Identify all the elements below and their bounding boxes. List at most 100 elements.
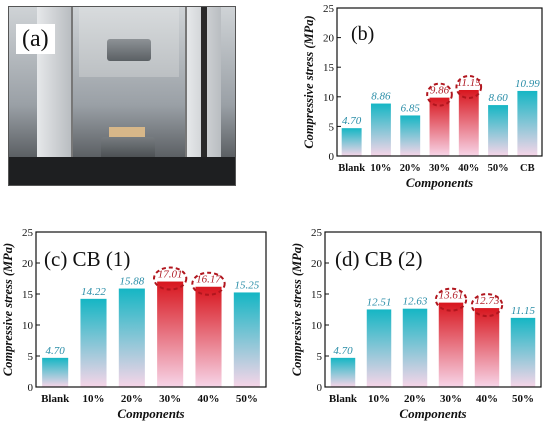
value-label-c-2: 15.88 <box>119 276 144 288</box>
ytick-label-b-4: 20 <box>323 33 335 45</box>
ytick-label-b-5: 25 <box>323 3 335 15</box>
category-label-b-3: 30% <box>429 163 450 174</box>
bar-c-1 <box>80 298 107 387</box>
ytick-label-d-1: 5 <box>317 351 323 363</box>
plot-frame-c <box>35 231 267 388</box>
bar-c-0 <box>42 357 69 387</box>
bar-b-5 <box>488 105 509 156</box>
xlabel-d: Components <box>399 406 466 421</box>
value-label-c-4: 16.17 <box>196 274 221 286</box>
highlight-circle-d-4 <box>470 293 504 318</box>
bar-c-4 <box>195 286 222 387</box>
value-label-c-3: 17.01 <box>158 269 183 281</box>
category-label-c-0: Blank <box>41 393 70 405</box>
value-label-d-0: 4.70 <box>333 345 353 357</box>
bar-d-0 <box>330 357 356 387</box>
chart-c: 4.70 Blank 14.22 10% 15.88 20% 17.01 30% 16.17 40… <box>1 227 267 421</box>
value-label-b-4: 11.15 <box>457 77 481 89</box>
value-label-b-1: 8.86 <box>371 91 391 103</box>
bar-d-1 <box>366 309 392 387</box>
category-label-b-6: CB <box>520 163 535 174</box>
category-label-c-1: 10% <box>83 393 105 405</box>
ytick-label-b-3: 15 <box>323 62 335 74</box>
category-label-c-3: 30% <box>159 393 181 405</box>
ytick-label-d-2: 10 <box>311 320 323 332</box>
upper-platen <box>107 39 151 61</box>
ytick-label-c-4: 20 <box>22 258 34 270</box>
bar-c-2 <box>118 288 145 387</box>
ylabel-d: Compressive stress (MPa) <box>290 243 304 376</box>
bar-d-5 <box>510 317 536 387</box>
xlabel-c: Components <box>117 406 184 421</box>
category-label-b-2: 20% <box>400 163 421 174</box>
category-label-d-5: 50% <box>512 393 534 405</box>
value-label-d-5: 11.15 <box>511 305 535 317</box>
category-label-d-0: Blank <box>329 393 358 405</box>
specimen <box>109 127 145 137</box>
bar-b-6 <box>517 90 538 156</box>
bar-b-2 <box>400 115 421 156</box>
value-label-d-1: 12.51 <box>367 296 392 308</box>
value-label-d-2: 12.63 <box>403 296 428 308</box>
ytick-label-c-0: 0 <box>28 382 34 394</box>
machine-stripe <box>201 7 207 157</box>
bar-c-3 <box>157 281 184 387</box>
chart-d: 4.70 Blank 12.51 10% 12.63 20% 13.61 30% 12.73 40… <box>290 227 542 421</box>
plot-frame-b <box>336 7 543 157</box>
ytick-label-b-2: 10 <box>323 92 335 104</box>
bar-d-4 <box>474 308 500 387</box>
category-label-d-3: 30% <box>440 393 462 405</box>
value-label-b-2: 6.85 <box>401 102 421 114</box>
panel-a-label: (a) <box>16 24 55 54</box>
bar-c-5 <box>233 292 260 387</box>
value-label-b-3: 9.86 <box>430 85 450 97</box>
ylabel-c: Compressive stress (MPa) <box>1 243 15 376</box>
panel-a-photo: (a) <box>0 0 270 190</box>
plot-frame-d <box>324 231 542 388</box>
category-label-b-5: 50% <box>488 163 509 174</box>
category-label-b-4: 40% <box>458 163 479 174</box>
value-label-c-0: 4.70 <box>46 345 66 357</box>
ytick-label-c-5: 25 <box>22 227 34 239</box>
ytick-label-d-0: 0 <box>317 382 323 394</box>
category-label-d-4: 40% <box>476 393 498 405</box>
value-label-b-6: 10.99 <box>515 78 540 90</box>
highlight-circle-c-4 <box>191 271 226 296</box>
bar-b-3 <box>429 97 450 156</box>
highlight-circle-b-3 <box>426 82 453 107</box>
ytick-label-c-1: 5 <box>28 351 34 363</box>
test-machine-photo <box>8 6 236 186</box>
ytick-label-b-0: 0 <box>329 151 335 163</box>
bar-d-2 <box>402 308 428 387</box>
ytick-label-b-1: 5 <box>329 121 335 133</box>
bar-d-3 <box>438 302 464 387</box>
bar-b-1 <box>370 103 391 156</box>
chart-b: 4.70 Blank 8.86 10% 6.85 20% 9.86 30% 11.15 40% 8.… <box>302 3 543 190</box>
value-label-b-0: 4.70 <box>342 115 362 127</box>
value-label-d-4: 12.73 <box>475 295 500 307</box>
ytick-label-c-3: 15 <box>22 289 34 301</box>
category-label-d-1: 10% <box>368 393 390 405</box>
highlight-circle-b-4 <box>455 74 483 99</box>
machine-base <box>9 157 235 185</box>
category-label-c-4: 40% <box>198 393 220 405</box>
ytick-label-d-4: 20 <box>311 258 323 270</box>
category-label-c-5: 50% <box>236 393 258 405</box>
ytick-label-c-2: 10 <box>22 320 34 332</box>
ylabel-b: Compressive stress (MPa) <box>302 15 316 148</box>
value-label-b-5: 8.60 <box>488 92 508 104</box>
category-label-b-1: 10% <box>370 163 391 174</box>
bar-b-0 <box>341 128 362 156</box>
ytick-label-d-5: 25 <box>311 227 323 239</box>
highlight-circle-c-3 <box>153 266 188 291</box>
value-label-d-3: 13.61 <box>439 290 464 302</box>
category-label-c-2: 20% <box>121 393 143 405</box>
panel-label-c: (c) CB (1) <box>44 247 130 271</box>
bar-b-4 <box>458 89 479 156</box>
ytick-label-d-3: 15 <box>311 289 323 301</box>
category-label-d-2: 20% <box>404 393 426 405</box>
value-label-c-5: 15.25 <box>234 279 259 291</box>
category-label-b-0: Blank <box>338 163 365 174</box>
xlabel-b: Components <box>406 175 473 190</box>
panel-label-b: (b) <box>351 23 374 45</box>
